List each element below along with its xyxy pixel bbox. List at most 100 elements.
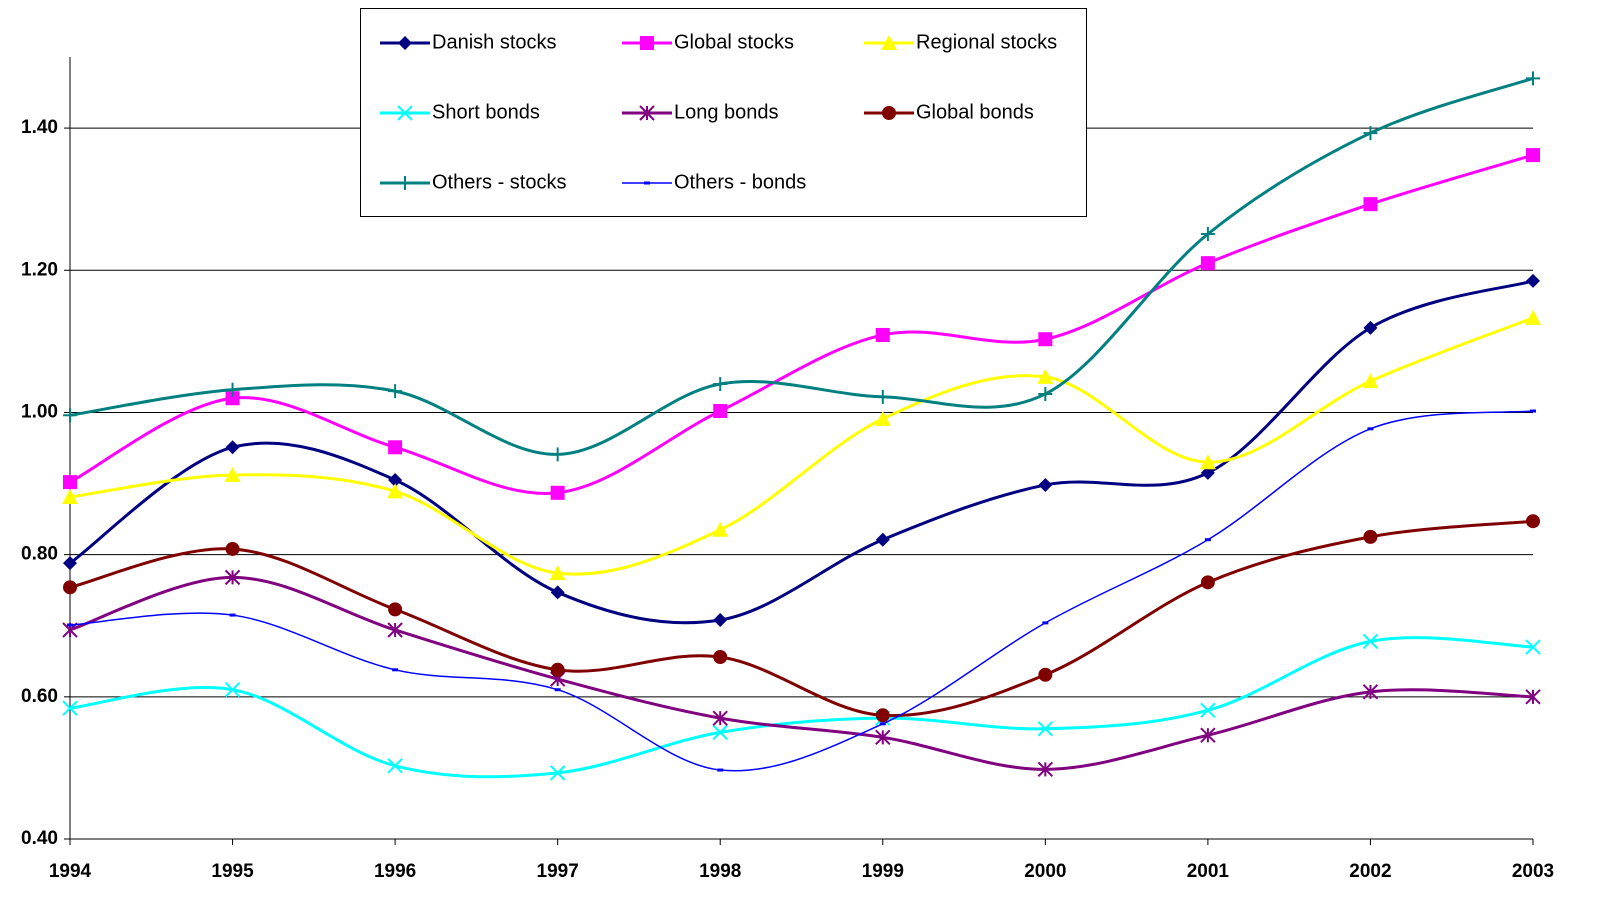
y-tick-label: 0.40 (21, 828, 58, 849)
marker (63, 580, 77, 595)
marker (712, 521, 729, 537)
marker (550, 585, 565, 600)
marker (63, 408, 77, 423)
line (69, 410, 1534, 772)
marker (1526, 273, 1540, 288)
legend-label: Others - stocks (432, 171, 566, 193)
marker (1363, 126, 1378, 141)
marker (1363, 320, 1378, 335)
marker (882, 106, 896, 120)
marker (549, 765, 566, 781)
marker (388, 602, 403, 617)
line (69, 519, 1534, 718)
x-tick-label: 2000 (1024, 861, 1066, 882)
series (63, 148, 1540, 500)
marker (712, 710, 728, 726)
marker (1037, 368, 1054, 384)
x-tick-label: 2003 (1512, 861, 1554, 882)
x-tick-label: 1997 (537, 861, 579, 882)
marker (1525, 639, 1541, 655)
y-tick-label: 0.80 (21, 544, 58, 565)
marker (388, 440, 403, 455)
marker (387, 622, 403, 638)
series (62, 569, 1541, 778)
marker (224, 682, 241, 698)
marker (639, 105, 655, 121)
marker (398, 36, 412, 50)
marker (62, 700, 78, 716)
marker (713, 613, 728, 628)
marker (1362, 373, 1379, 389)
marker (387, 758, 403, 774)
marker (549, 565, 566, 581)
marker (397, 105, 413, 121)
legend-label: Others - bonds (674, 171, 806, 193)
marker (1037, 761, 1054, 778)
marker (1200, 465, 1215, 480)
line (69, 316, 1534, 576)
line (69, 153, 1534, 495)
marker (875, 327, 890, 342)
x-tick-label: 1994 (49, 861, 92, 882)
legend: Danish stocks Global stocks Regional stock… (360, 8, 1087, 217)
legend-label: Regional stocks (916, 31, 1057, 53)
marker (224, 569, 241, 586)
marker (1200, 256, 1215, 271)
marker (1362, 633, 1379, 650)
marker (875, 729, 891, 746)
marker (387, 483, 404, 499)
y-tick-label: 1.40 (21, 117, 58, 138)
marker (224, 467, 241, 483)
legend-box (360, 8, 1087, 217)
series (63, 514, 1540, 723)
marker (874, 410, 891, 426)
y-tick-label: 1.20 (21, 259, 58, 280)
line (69, 279, 1534, 625)
y-tick-label: 0.60 (21, 686, 58, 707)
y-tick-label: 1.00 (21, 401, 58, 422)
marker (1038, 667, 1053, 682)
marker (1526, 71, 1540, 86)
series (67, 409, 1536, 772)
marker (1037, 721, 1054, 737)
marker (1526, 514, 1540, 529)
marker (640, 36, 654, 50)
x-tick-label: 1999 (862, 861, 904, 882)
marker (63, 556, 77, 571)
marker (713, 377, 728, 392)
marker (1038, 386, 1053, 401)
marker (1199, 454, 1216, 470)
marker (1200, 575, 1215, 590)
marker (1525, 309, 1541, 325)
marker (550, 447, 565, 462)
marker (1525, 689, 1541, 705)
marker (1038, 477, 1053, 492)
marker (550, 662, 565, 677)
marker (550, 485, 565, 500)
marker (398, 176, 412, 190)
legend-label: Short bonds (432, 101, 540, 123)
legend-label: Long bonds (674, 101, 779, 123)
marker (881, 35, 897, 50)
marker (225, 382, 240, 397)
marker (388, 472, 403, 487)
marker (225, 440, 240, 455)
series (63, 273, 1540, 628)
x-tick-label: 2002 (1349, 861, 1391, 882)
marker (875, 532, 890, 547)
marker (1362, 684, 1379, 700)
legend-label: Danish stocks (432, 31, 557, 53)
marker (1526, 148, 1540, 163)
marker (225, 541, 240, 556)
marker (1200, 727, 1216, 743)
marker (1038, 332, 1053, 347)
legend-label: Global stocks (674, 31, 794, 53)
marker (875, 708, 890, 723)
marker (1200, 702, 1216, 719)
marker (225, 391, 240, 406)
series (63, 71, 1540, 462)
x-tick-label: 1998 (699, 861, 741, 882)
marker (62, 489, 78, 505)
